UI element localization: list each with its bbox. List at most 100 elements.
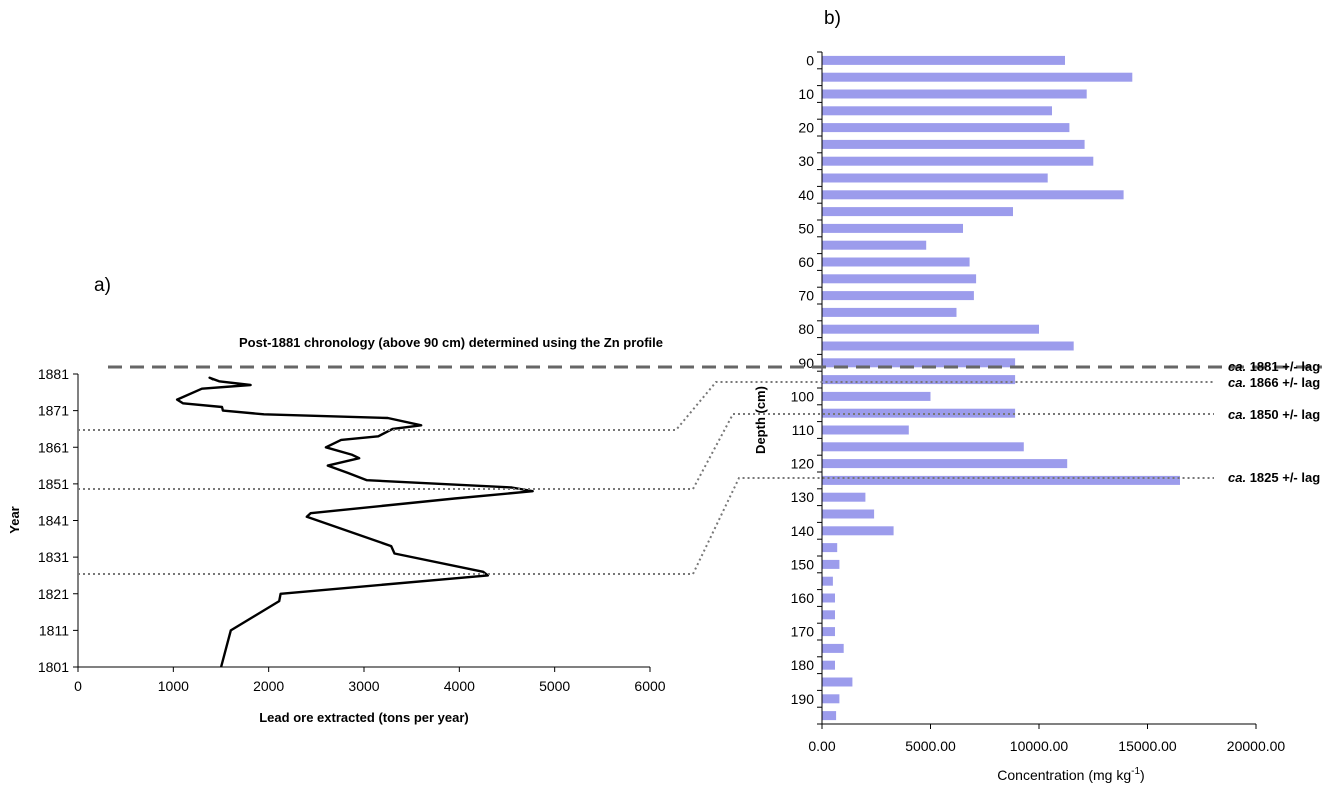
concentration-bar <box>822 341 1074 351</box>
panel-a-y-tick-label: 1861 <box>38 439 69 455</box>
panel-b-y-tick-label: 190 <box>791 691 815 707</box>
concentration-bar <box>822 173 1048 183</box>
connector-1866-dotted <box>78 381 1214 431</box>
annotation-1881-text: 1881 +/- lag <box>1246 359 1320 374</box>
concentration-bar <box>822 72 1133 82</box>
concentration-bar <box>822 610 835 620</box>
panel-b-y-tick-label: 40 <box>798 187 814 203</box>
concentration-bar <box>822 643 844 653</box>
concentration-bar <box>822 711 837 721</box>
panel-b-y-tick-label: 80 <box>798 321 814 337</box>
panel-a-y-tick-label: 1851 <box>38 476 69 492</box>
panel-a-x-tick-label: 0 <box>74 678 82 694</box>
concentration-bar <box>822 257 970 267</box>
panel-a-x-tick-label: 2000 <box>253 678 284 694</box>
annotation-1825: ca. 1825 +/- lag <box>1228 470 1320 485</box>
panel-b-x-label-main: Concentration (mg kg <box>997 767 1131 783</box>
panel-b-x-label-end: ) <box>1140 767 1145 783</box>
panel-label-b: b) <box>824 8 841 29</box>
panel-b-y-tick-label: 170 <box>791 624 815 640</box>
panel-b-bars <box>822 55 1180 721</box>
annotation-1866-ca: ca. <box>1228 375 1246 390</box>
concentration-bar <box>822 459 1068 469</box>
panel-a-x-ticks: 0 1000 2000 3000 4000 5000 6000 <box>74 667 666 694</box>
panel-b-y-tick-label: 60 <box>798 254 814 270</box>
panel-b-x-tick-label: 10000.00 <box>1010 738 1069 754</box>
panel-b-y-tick-label: 100 <box>791 388 815 404</box>
panel-a-y-tick-label: 1821 <box>38 586 69 602</box>
concentration-bar <box>822 55 1065 65</box>
concentration-bar <box>822 106 1052 116</box>
panel-b-y-tick-label: 180 <box>791 657 815 673</box>
panel-b-y-tick-label: 50 <box>798 220 814 236</box>
concentration-bar <box>822 240 927 250</box>
concentration-bar <box>822 526 894 536</box>
concentration-bar <box>822 475 1180 485</box>
panel-a-title: Post-1881 chronology (above 90 cm) deter… <box>239 335 663 350</box>
panel-b-y-tick-label: 120 <box>791 456 815 472</box>
panel-a-y-tick-label: 1811 <box>39 622 69 638</box>
panel-label-a: a) <box>94 275 111 296</box>
annotation-1881: ca. 1881 +/- lag <box>1228 359 1320 374</box>
annotation-1825-text: 1825 +/- lag <box>1246 470 1320 485</box>
panel-a-x-tick-label: 5000 <box>539 678 570 694</box>
annotation-1850: ca. 1850 +/- lag <box>1228 407 1320 422</box>
concentration-bar <box>822 442 1024 452</box>
annotation-1850-text: 1850 +/- lag <box>1246 407 1320 422</box>
panel-b-x-label: Concentration (mg kg-1) <box>997 766 1144 783</box>
panel-b-y-ticks: 0102030405060708090100110120130140150160… <box>791 51 822 725</box>
concentration-bar <box>822 307 957 317</box>
panel-b-y-tick-label: 20 <box>798 120 814 136</box>
panel-a-y-tick-label: 1881 <box>38 366 69 382</box>
annotation-1866: ca. 1866 +/- lag <box>1228 375 1320 390</box>
concentration-bar <box>822 358 1016 368</box>
concentration-bar <box>822 375 1016 385</box>
concentration-bar <box>822 324 1039 334</box>
panel-b-x-tick-label: 20000.00 <box>1227 738 1286 754</box>
concentration-bar <box>822 223 963 233</box>
concentration-bar <box>822 543 838 553</box>
annotation-1850-ca: ca. <box>1228 407 1246 422</box>
panel-b-y-tick-label: 110 <box>792 422 815 438</box>
panel-b-y-tick-label: 160 <box>791 590 815 606</box>
concentration-bar <box>822 677 853 687</box>
panel-b-x-tick-label: 5000.00 <box>905 738 956 754</box>
panel-b-y-tick-label: 140 <box>791 523 815 539</box>
concentration-bar <box>822 593 835 603</box>
concentration-bar <box>822 391 931 401</box>
concentration-bar <box>822 425 909 435</box>
concentration-bar <box>822 89 1087 99</box>
concentration-bar <box>822 156 1094 166</box>
panel-a-y-tick-label: 1841 <box>38 513 69 529</box>
panel-a-y-label: Year <box>7 506 22 533</box>
concentration-bar <box>822 559 840 569</box>
concentration-bar <box>822 492 866 502</box>
panel-b-x-label-sup: -1 <box>1131 766 1140 777</box>
concentration-bar <box>822 627 835 637</box>
panel-b-y-tick-label: 10 <box>798 86 814 102</box>
lead-ore-line <box>175 376 534 668</box>
panel-b-x-tick-label: 15000.00 <box>1118 738 1177 754</box>
concentration-bar <box>822 660 835 670</box>
concentration-bar <box>822 139 1085 149</box>
panel-b-y-tick-label: 130 <box>791 489 815 505</box>
concentration-bar <box>822 190 1124 200</box>
panel-a-x-tick-label: 4000 <box>444 678 475 694</box>
concentration-bar <box>822 694 840 704</box>
concentration-bar <box>822 509 875 519</box>
panel-b-y-tick-label: 150 <box>791 556 815 572</box>
concentration-bar <box>822 291 974 301</box>
panel-a-x-label: Lead ore extracted (tons per year) <box>259 710 469 725</box>
panel-a-y-tick-label: 1801 <box>38 659 69 675</box>
concentration-bar <box>822 274 977 284</box>
panel-b-axes <box>821 52 1256 725</box>
annotation-1881-ca: ca. <box>1228 359 1246 374</box>
panel-a-x-tick-label: 6000 <box>634 678 665 694</box>
panel-b-y-tick-label: 30 <box>798 153 814 169</box>
concentration-bar <box>822 576 833 586</box>
panel-b-x-ticks: 0.00 5000.00 10000.00 15000.00 20000.00 <box>808 724 1285 754</box>
panel-a-y-tick-label: 1871 <box>38 403 69 419</box>
concentration-bar <box>822 207 1013 217</box>
panel-a-y-ticks: 1881 1871 1861 1851 1841 1831 1821 1811 1801 <box>38 366 78 675</box>
